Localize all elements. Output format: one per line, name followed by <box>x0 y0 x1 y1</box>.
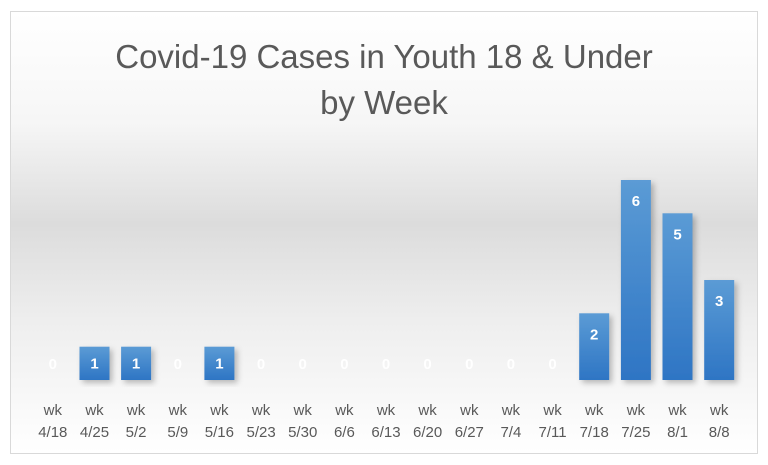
x-tick-label-line1-4: wk <box>209 402 229 419</box>
data-label-14: 6 <box>632 193 640 210</box>
bar-14 <box>620 180 651 380</box>
x-tick-label-line2-2: 5/2 <box>126 424 147 441</box>
x-tick-label-line1-13: wk <box>584 402 604 419</box>
x-tick-label-line1-8: wk <box>376 402 396 419</box>
x-tick-label-line1-7: wk <box>334 402 354 419</box>
x-tick-label-line2-5: 5/23 <box>246 424 275 441</box>
x-tick-label-line2-8: 6/13 <box>371 424 400 441</box>
x-tick-label-line2-4: 5/16 <box>205 424 234 441</box>
data-label-0: 0 <box>49 356 57 373</box>
chart-title: Covid-19 Cases in Youth 18 & Under by We… <box>51 34 717 126</box>
bar-15 <box>662 213 693 380</box>
x-tick-label-line1-10: wk <box>459 402 479 419</box>
x-tick-label-line1-9: wk <box>417 402 437 419</box>
chart-title-line-1: Covid-19 Cases in Youth 18 & Under <box>115 38 653 75</box>
x-tick-label-line2-16: 8/8 <box>709 424 730 441</box>
data-label-1: 1 <box>90 355 98 372</box>
x-tick-label-line1-6: wk <box>293 402 313 419</box>
data-label-4: 1 <box>215 355 223 372</box>
x-tick-label-line2-14: 7/25 <box>621 424 650 441</box>
x-tick-label-line2-13: 7/18 <box>580 424 609 441</box>
x-tick-label-line2-3: 5/9 <box>167 424 188 441</box>
bar-4 <box>204 346 235 380</box>
bar-1 <box>79 346 110 380</box>
bars <box>79 180 735 380</box>
data-label-9: 0 <box>423 356 431 373</box>
data-label-5: 0 <box>257 356 265 373</box>
chart-title-line-2: by Week <box>320 84 448 121</box>
x-tick-label-line2-9: 6/20 <box>413 424 442 441</box>
x-tick-label-line2-7: 6/6 <box>334 424 355 441</box>
x-tick-label-line2-10: 6/27 <box>455 424 484 441</box>
data-label-3: 0 <box>174 356 182 373</box>
x-tick-label-line1-1: wk <box>84 402 104 419</box>
x-tick-label-line1-16: wk <box>709 402 729 419</box>
data-label-6: 0 <box>299 356 307 373</box>
x-tick-label-line1-15: wk <box>667 402 687 419</box>
x-tick-label-line1-3: wk <box>168 402 188 419</box>
x-tick-label-line1-14: wk <box>626 402 646 419</box>
bar-2 <box>121 346 152 380</box>
x-axis-tick-labels: wk 4/18 wk 4/25 wk 5/2 wk 5/9 wk 5/16 wk 5/23 wk 5/30… <box>38 402 729 441</box>
x-tick-label-line2-12: 7/11 <box>539 424 567 441</box>
data-label-16: 3 <box>715 293 723 310</box>
data-label-15: 5 <box>673 226 681 243</box>
x-tick-label-line2-11: 7/4 <box>500 424 521 441</box>
data-label-7: 0 <box>340 356 348 373</box>
x-tick-label-line2-0: 4/18 <box>38 424 67 441</box>
data-label-12: 0 <box>548 356 556 373</box>
x-tick-label-line1-5: wk <box>251 402 271 419</box>
data-label-13: 2 <box>590 326 598 343</box>
bar-16 <box>704 280 735 380</box>
x-tick-label-line1-11: wk <box>501 402 521 419</box>
data-labels: 0 1 1 0 1 0 0 0 0 0 0 0 0 2 6 5 3 <box>49 193 724 373</box>
x-tick-label-line1-0: wk <box>43 402 63 419</box>
data-label-11: 0 <box>507 356 515 373</box>
x-tick-label-line2-1: 4/25 <box>80 424 109 441</box>
bar-13 <box>579 313 610 380</box>
x-tick-label-line2-6: 5/30 <box>288 424 317 441</box>
x-tick-label-line1-2: wk <box>126 402 146 419</box>
x-tick-label-line2-15: 8/1 <box>667 424 688 441</box>
data-label-10: 0 <box>465 356 473 373</box>
data-label-8: 0 <box>382 356 390 373</box>
x-tick-label-line1-12: wk <box>542 402 562 419</box>
data-label-2: 1 <box>132 355 140 372</box>
